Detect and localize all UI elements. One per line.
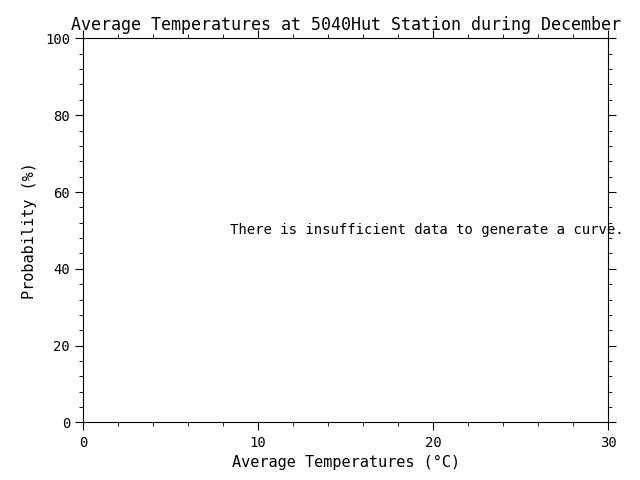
Y-axis label: Probability (%): Probability (%) <box>22 162 36 299</box>
Text: There is insufficient data to generate a curve.: There is insufficient data to generate a… <box>230 223 624 238</box>
X-axis label: Average Temperatures (°C): Average Temperatures (°C) <box>232 455 460 470</box>
Title: Average Temperatures at 5040Hut Station during December: Average Temperatures at 5040Hut Station … <box>70 16 621 34</box>
